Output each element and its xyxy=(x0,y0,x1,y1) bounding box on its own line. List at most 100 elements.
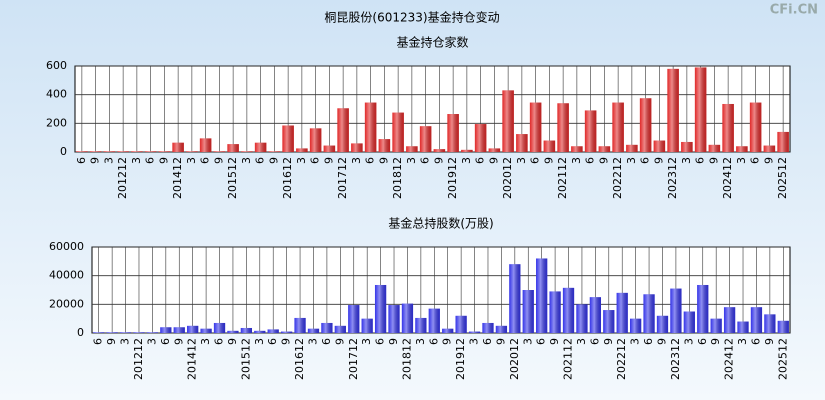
bar-shine xyxy=(351,143,363,152)
bar-shine xyxy=(670,288,682,333)
x-tick-label: 9 xyxy=(763,338,776,345)
x-tick-label: 6 xyxy=(642,338,655,345)
x-tick-label: 202112 xyxy=(556,157,569,199)
bar-shine xyxy=(406,146,418,152)
bar-shine xyxy=(117,151,129,152)
x-tick-label: 9 xyxy=(267,157,280,164)
y-tick-label: 60000 xyxy=(49,240,84,253)
bar-shine xyxy=(656,315,669,333)
x-tick-label: 3 xyxy=(515,157,528,164)
x-tick-label: 3 xyxy=(102,157,115,164)
x-tick-label: 9 xyxy=(652,157,665,164)
x-tick-label: 9 xyxy=(172,338,185,345)
x-tick-label: 6 xyxy=(529,157,542,164)
bar-shine xyxy=(227,330,239,333)
x-tick-label: 3 xyxy=(414,338,427,345)
bar-shine xyxy=(199,138,212,152)
bar-shine xyxy=(348,305,360,333)
x-tick-label: 201212 xyxy=(116,157,129,199)
bar-shine xyxy=(307,328,320,333)
bar-shine xyxy=(280,331,293,333)
x-tick-label: 6 xyxy=(694,157,707,164)
bar-shine xyxy=(323,145,336,152)
x-tick-label: 202512 xyxy=(776,338,789,380)
bar-shine xyxy=(488,148,501,152)
bar-shine xyxy=(736,146,748,152)
bar-shine xyxy=(146,332,159,333)
x-tick-label: 9 xyxy=(377,157,390,164)
x-tick-label: 6 xyxy=(419,157,432,164)
x-tick-label: 3 xyxy=(460,157,473,164)
bar-shine xyxy=(103,151,116,152)
bar-shine xyxy=(584,110,597,152)
x-tick-label: 202312 xyxy=(669,338,682,380)
x-tick-label: 3 xyxy=(306,338,319,345)
bar-shine xyxy=(612,102,624,152)
bar-shine xyxy=(598,146,611,152)
bar-shine xyxy=(723,307,736,333)
bar-shine xyxy=(639,98,652,152)
x-tick-label: 6 xyxy=(254,157,267,164)
x-tick-label: 6 xyxy=(213,338,226,345)
bar-shine xyxy=(254,330,266,333)
bar-shine xyxy=(186,151,198,152)
bar-shine xyxy=(455,315,467,333)
bar-shine xyxy=(681,141,693,152)
x-tick-label: 3 xyxy=(350,157,363,164)
x-tick-label: 201812 xyxy=(391,157,404,199)
bar-shine xyxy=(428,308,440,333)
bar-shine xyxy=(482,322,494,333)
x-tick-label: 202212 xyxy=(611,157,624,199)
bar-shine xyxy=(576,304,588,333)
bar-shine xyxy=(334,325,346,333)
x-tick-label: 3 xyxy=(405,157,418,164)
bar-shine xyxy=(763,145,776,152)
x-tick-label: 3 xyxy=(295,157,308,164)
x-tick-label: 3 xyxy=(682,338,695,345)
x-tick-label: 3 xyxy=(130,157,143,164)
bar-shine xyxy=(267,329,279,333)
x-tick-label: 9 xyxy=(487,157,500,164)
bar-shine xyxy=(392,112,404,152)
bar-shine xyxy=(119,332,132,333)
x-tick-label: 6 xyxy=(639,157,652,164)
bar-shine xyxy=(777,320,789,333)
x-tick-label: 202012 xyxy=(508,338,521,380)
chart-title: 基金持仓家数 xyxy=(396,35,468,50)
bar-shine xyxy=(378,139,391,152)
x-tick-label: 3 xyxy=(521,338,534,345)
x-tick-label: 201512 xyxy=(226,157,239,199)
x-tick-label: 9 xyxy=(89,157,102,164)
x-tick-label: 201412 xyxy=(171,157,184,199)
bar-shine xyxy=(240,327,253,333)
plot-area xyxy=(74,65,791,153)
x-tick-label: 9 xyxy=(762,157,775,164)
bar-shine xyxy=(337,108,349,152)
bar-shine xyxy=(447,114,459,152)
x-tick-label: 3 xyxy=(629,338,642,345)
bar-shine xyxy=(474,124,487,152)
bar-shine xyxy=(296,148,308,152)
bar-shine xyxy=(557,103,569,152)
x-tick-label: 9 xyxy=(333,338,346,345)
x-tick-label: 202112 xyxy=(562,338,575,380)
x-tick-label: 202312 xyxy=(666,157,679,199)
bar-shine xyxy=(282,125,294,152)
x-tick-label: 6 xyxy=(588,338,601,345)
x-tick-label: 6 xyxy=(144,157,157,164)
x-tick-label: 201512 xyxy=(239,338,252,380)
bar-shine xyxy=(495,325,508,333)
bar-shine xyxy=(144,151,157,152)
x-tick-label: 9 xyxy=(226,338,239,345)
x-tick-label: 6 xyxy=(309,157,322,164)
bar-shine xyxy=(643,294,655,333)
x-tick-label: 6 xyxy=(749,157,762,164)
y-tick-label: 0 xyxy=(77,326,84,339)
x-tick-label: 9 xyxy=(655,338,668,345)
x-tick-label: 9 xyxy=(157,157,170,164)
bar-shine xyxy=(268,151,281,152)
bar-shine xyxy=(667,68,679,152)
bar-shine xyxy=(708,144,721,152)
x-tick-label: 201812 xyxy=(400,338,413,380)
